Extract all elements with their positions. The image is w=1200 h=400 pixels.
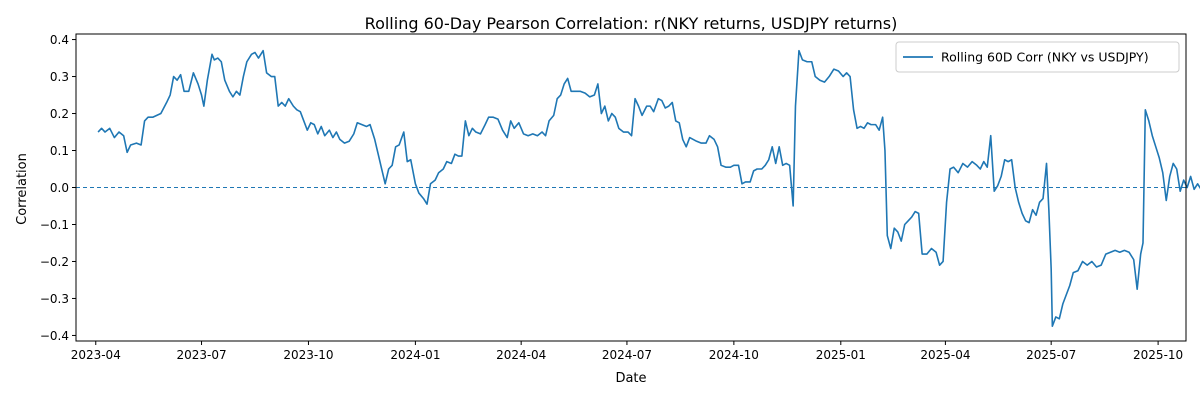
x-axis-label: Date [615, 371, 646, 386]
legend-box [895, 41, 1180, 73]
y-tick-label: −0.2 [40, 255, 69, 269]
chart-title: Rolling 60-Day Pearson Correlation: r(NK… [365, 14, 898, 33]
y-tick-label: 0.1 [50, 144, 69, 158]
legend: Rolling 60D Corr (NKY vs USDJPY) [895, 41, 1180, 73]
x-tick-label: 2025-10 [1133, 348, 1183, 362]
y-tick-label: −0.4 [40, 329, 69, 343]
x-tick-label: 2024-04 [496, 348, 546, 362]
y-tick-label: 0.3 [50, 70, 69, 84]
x-tick-label: 2024-01 [390, 348, 440, 362]
x-tick-label: 2025-04 [920, 348, 970, 362]
x-tick-label: 2023-10 [283, 348, 333, 362]
x-tick-label: 2023-07 [176, 348, 226, 362]
x-tick-label: 2025-07 [1026, 348, 1076, 362]
x-tick-label: 2024-07 [602, 348, 652, 362]
x-tick-label: 2025-01 [816, 348, 866, 362]
y-tick-label: 0.4 [50, 33, 69, 47]
x-tick-label: 2023-04 [71, 348, 121, 362]
y-tick-label: 0.2 [50, 107, 69, 121]
y-tick-label: −0.1 [40, 218, 69, 232]
series-line [97, 49, 1200, 327]
x-tick-label: 2024-10 [709, 348, 759, 362]
y-tick-label: 0.0 [50, 181, 69, 195]
y-tick-label: −0.3 [40, 292, 69, 306]
legend-label: Rolling 60D Corr (NKY vs USDJPY) [941, 50, 1149, 65]
y-axis-label: Correlation [15, 153, 30, 225]
